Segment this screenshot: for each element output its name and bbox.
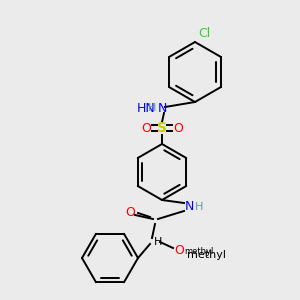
- Text: O: O: [125, 206, 135, 218]
- Text: O: O: [141, 122, 151, 134]
- Text: N: N: [185, 200, 194, 214]
- Text: O: O: [173, 122, 183, 134]
- Text: methyl: methyl: [187, 250, 226, 260]
- Text: S: S: [157, 121, 167, 135]
- Text: H: H: [154, 237, 162, 247]
- Text: methyl: methyl: [184, 248, 213, 256]
- Text: HN: HN: [137, 101, 156, 115]
- Text: H: H: [148, 103, 156, 113]
- Text: Cl: Cl: [198, 27, 210, 40]
- Text: N: N: [157, 101, 167, 115]
- Text: H: H: [195, 202, 203, 212]
- Text: O: O: [174, 244, 184, 256]
